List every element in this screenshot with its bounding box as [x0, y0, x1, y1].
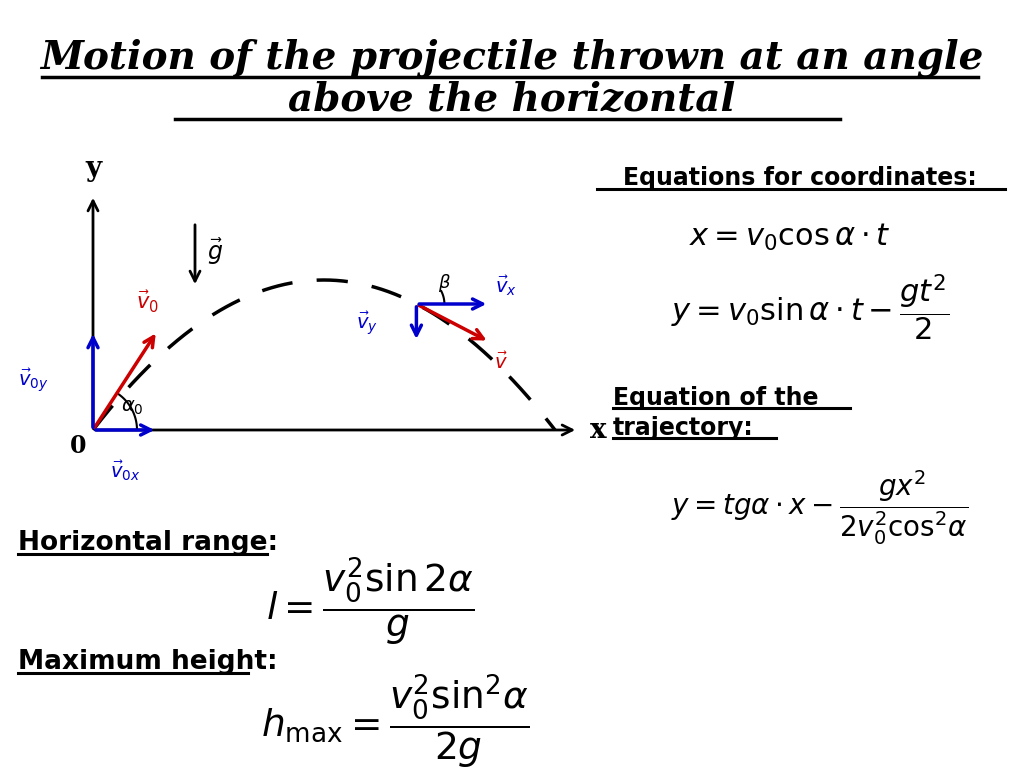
Text: $\vec{g}$: $\vec{g}$ [207, 237, 223, 268]
Text: $h_{\max} = \dfrac{v_0^2 \sin^2\!\alpha}{2g}$: $h_{\max} = \dfrac{v_0^2 \sin^2\!\alpha}… [261, 673, 529, 767]
Text: $\vec{v}$: $\vec{v}$ [495, 352, 508, 373]
Text: Equation of the: Equation of the [613, 386, 818, 410]
Text: $\vec{v}_{0y}$: $\vec{v}_{0y}$ [18, 367, 49, 394]
Text: $\beta$: $\beta$ [438, 272, 452, 294]
Text: $\vec{v}_y$: $\vec{v}_y$ [356, 309, 379, 337]
Text: $\vec{v}_0$: $\vec{v}_0$ [136, 288, 159, 315]
Text: $\vec{v}_x$: $\vec{v}_x$ [496, 274, 517, 298]
Text: Horizontal range:: Horizontal range: [18, 530, 279, 556]
Text: x: x [590, 416, 606, 443]
Text: $\vec{v}_{0x}$: $\vec{v}_{0x}$ [110, 458, 140, 482]
Text: Equations for coordinates:: Equations for coordinates: [624, 166, 977, 190]
Text: $y = v_0 \sin\alpha \cdot t - \dfrac{gt^2}{2}$: $y = v_0 \sin\alpha \cdot t - \dfrac{gt^… [671, 273, 949, 343]
Text: $l = \dfrac{v_0^2 \sin 2\alpha}{g}$: $l = \dfrac{v_0^2 \sin 2\alpha}{g}$ [266, 556, 474, 648]
Text: $\alpha_0$: $\alpha_0$ [121, 399, 143, 417]
Text: Motion of the projectile thrown at an angle: Motion of the projectile thrown at an an… [40, 39, 984, 77]
Text: $y = tg\alpha \cdot x - \dfrac{gx^2}{2v_0^2 \cos^2\!\alpha}$: $y = tg\alpha \cdot x - \dfrac{gx^2}{2v_… [672, 469, 969, 547]
Text: trajectory:: trajectory: [613, 416, 754, 440]
Text: Maximum height:: Maximum height: [18, 649, 278, 675]
Text: $x = v_0 \cos\alpha \cdot t$: $x = v_0 \cos\alpha \cdot t$ [689, 222, 891, 252]
Text: y: y [85, 155, 101, 182]
Text: 0: 0 [70, 434, 86, 458]
Text: above the horizontal: above the horizontal [289, 81, 735, 119]
